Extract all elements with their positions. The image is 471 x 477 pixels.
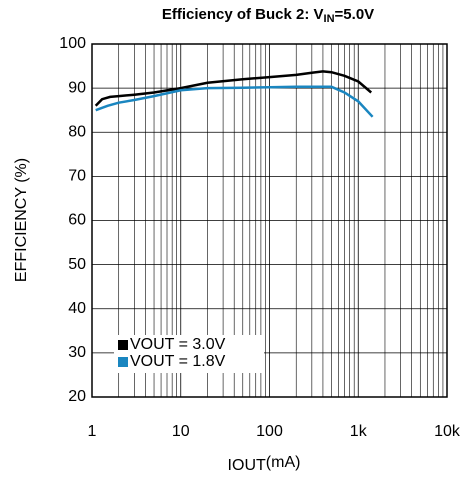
y-tick-label: 90 <box>68 79 86 96</box>
y-tick-label: 20 <box>68 388 86 405</box>
x-tick-label: 1 <box>88 423 97 440</box>
y-tick-label: 40 <box>68 300 86 317</box>
chart-title: Efficiency of Buck 2: VIN=5.0V <box>162 6 374 25</box>
y-tick-label: 80 <box>68 123 86 140</box>
y-axis-label: EFFICIENCY (%) <box>13 158 30 282</box>
line <box>94 70 373 107</box>
legend-swatch <box>118 340 128 350</box>
x-axis-label: IOUT(mA) <box>228 454 301 474</box>
x-tick-label: 100 <box>256 423 283 440</box>
y-tick-label: 70 <box>68 168 86 185</box>
legend-label: VOUT = 1.8V <box>130 353 226 370</box>
legend-box <box>114 335 264 373</box>
x-tick-label: 10k <box>434 423 461 440</box>
y-tick-label: 100 <box>59 35 86 52</box>
plot-frame <box>91 43 448 398</box>
legend-swatch <box>118 357 128 367</box>
y-tick-label: 30 <box>68 344 86 361</box>
y-tick-label: 60 <box>68 212 86 229</box>
legend-label: VOUT = 3.0V <box>130 336 226 353</box>
x-tick-label: 1k <box>350 423 368 440</box>
y-tick-label: 50 <box>68 256 86 273</box>
x-tick-label: 10 <box>172 423 190 440</box>
line <box>95 85 374 118</box>
